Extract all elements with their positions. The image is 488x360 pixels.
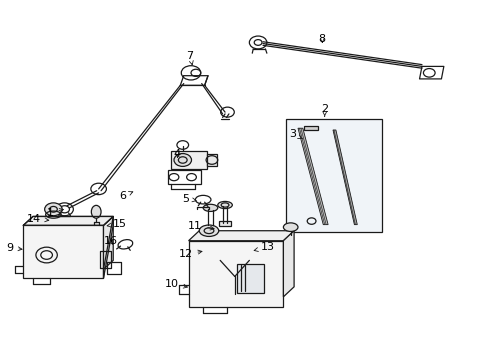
Text: 5: 5 <box>183 194 196 203</box>
Text: 13: 13 <box>254 242 274 252</box>
Text: 4: 4 <box>173 149 181 159</box>
Text: 1: 1 <box>46 208 63 218</box>
Polygon shape <box>283 231 293 297</box>
Polygon shape <box>103 216 113 269</box>
Text: 11: 11 <box>188 221 214 231</box>
Text: 12: 12 <box>178 249 202 259</box>
Polygon shape <box>188 231 293 241</box>
Text: 6: 6 <box>119 191 133 201</box>
Text: 10: 10 <box>164 279 187 289</box>
Text: 9: 9 <box>6 243 22 253</box>
Ellipse shape <box>203 204 217 211</box>
Bar <box>168 170 201 184</box>
Bar <box>206 154 216 166</box>
Ellipse shape <box>199 225 218 237</box>
Text: 14: 14 <box>27 213 49 224</box>
Bar <box>303 126 318 130</box>
Text: 8: 8 <box>318 34 325 44</box>
Text: 7: 7 <box>186 51 193 65</box>
Polygon shape <box>23 216 113 225</box>
Bar <box>237 264 264 293</box>
Ellipse shape <box>91 205 101 218</box>
Polygon shape <box>332 130 357 225</box>
Bar <box>170 151 206 169</box>
Ellipse shape <box>217 202 232 208</box>
Text: 3: 3 <box>289 129 302 139</box>
Polygon shape <box>297 128 327 225</box>
Ellipse shape <box>174 154 191 166</box>
Ellipse shape <box>44 203 62 216</box>
Text: 16: 16 <box>103 236 117 246</box>
Bar <box>23 225 103 278</box>
Bar <box>218 221 231 226</box>
Text: 2: 2 <box>321 104 327 116</box>
Text: 15: 15 <box>107 219 127 229</box>
Ellipse shape <box>283 223 297 231</box>
Bar <box>188 241 283 307</box>
Bar <box>285 119 381 232</box>
